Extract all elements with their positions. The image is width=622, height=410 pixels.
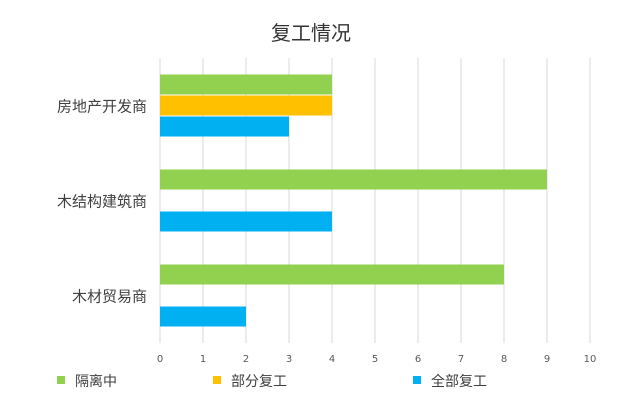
x-tick-label: 3	[286, 354, 292, 365]
x-tick-label: 10	[584, 354, 597, 365]
category-label: 房地产开发商	[57, 98, 147, 116]
x-tick-label: 5	[372, 354, 378, 365]
x-tick-label: 9	[544, 354, 550, 365]
bar-1-1	[160, 74, 332, 95]
category-label: 木结构建筑商	[57, 193, 147, 211]
legend-swatch	[413, 376, 421, 384]
bar-3-3	[160, 306, 246, 327]
x-tick-label: 7	[458, 354, 464, 365]
bar-1-3	[160, 264, 504, 285]
x-tick-label: 1	[200, 354, 206, 365]
x-tick-label: 8	[501, 354, 507, 365]
x-tick-label: 4	[329, 354, 335, 365]
legend-label: 部分复工	[231, 373, 287, 390]
legend: 隔离中 部分复工 全部复工	[57, 373, 487, 390]
bar-3-1	[160, 116, 289, 137]
bar-1-2	[160, 169, 547, 190]
x-tick-label: 2	[243, 354, 249, 365]
category-label: 木材贸易商	[72, 288, 147, 306]
chart-title: 复工情况	[271, 21, 351, 45]
legend-label: 全部复工	[431, 373, 487, 390]
x-tick-label: 6	[415, 354, 421, 365]
bar-2-1	[160, 95, 332, 116]
x-axis-ticks: 0 1 2 3 4 5 6 7 8 9 10	[157, 354, 597, 365]
legend-label: 隔离中	[75, 373, 117, 390]
legend-swatch	[213, 376, 221, 384]
x-tick-label: 0	[157, 354, 163, 365]
bar-3-2	[160, 211, 332, 232]
bars	[160, 74, 547, 327]
legend-swatch	[57, 376, 65, 384]
